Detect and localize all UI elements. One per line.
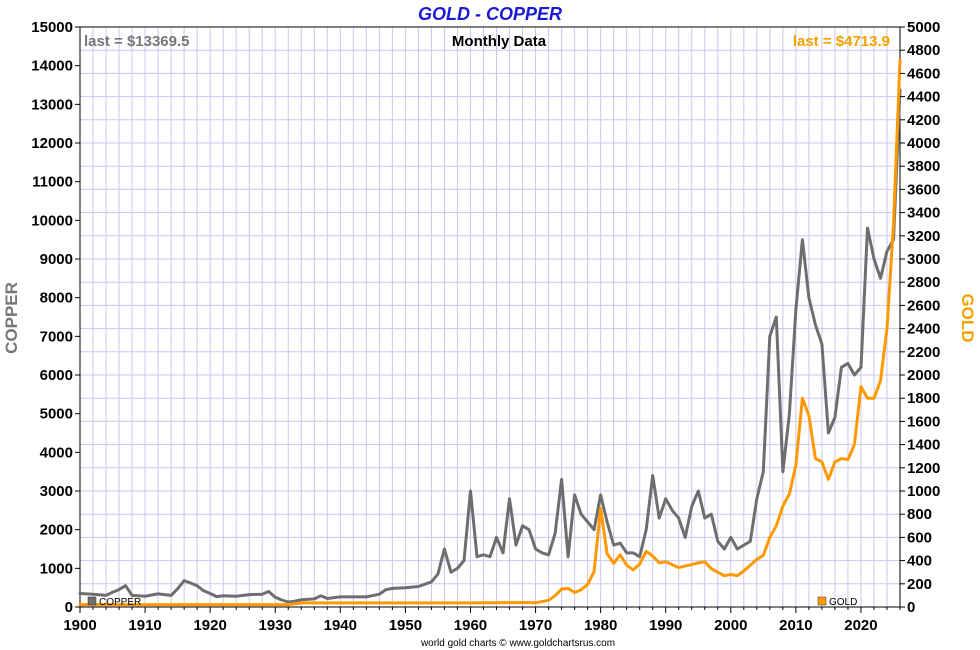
left-axis-label: COPPER — [2, 282, 21, 354]
right-tick-label: 2800 — [907, 274, 940, 291]
left-tick-label: 12000 — [31, 135, 73, 152]
chart-subtitle: Monthly Data — [452, 33, 547, 50]
left-tick-label: 15000 — [31, 19, 73, 36]
right-tick-label: 4800 — [907, 42, 940, 59]
right-tick-label: 1200 — [907, 460, 940, 477]
plot-frame — [79, 26, 901, 608]
x-tick-label: 1930 — [259, 617, 292, 634]
right-tick-label: 3000 — [907, 251, 940, 268]
left-tick-label: 14000 — [31, 58, 73, 75]
left-axis-ticks: 0 1000 2000 3000 4000 5000 6000 7000 8000 9000 100… — [31, 19, 80, 616]
series-line-gold — [78, 58, 902, 607]
x-tick-label: 1960 — [454, 617, 487, 634]
left-tick-label: 1000 — [40, 560, 73, 577]
legend-copper: COPPER — [87, 596, 141, 608]
series-line-copper — [78, 88, 902, 604]
left-tick-label: 3000 — [40, 483, 73, 500]
left-tick-label: 8000 — [40, 290, 73, 307]
right-tick-label: 200 — [907, 576, 932, 593]
left-tick-label: 2000 — [40, 522, 73, 539]
x-tick-label: 1970 — [519, 617, 552, 634]
x-axis-ticks: 1900 1910 1920 1930 1940 1950 1960 1970 1980 1990… — [63, 607, 901, 634]
left-tick-label: 11000 — [32, 174, 73, 191]
right-tick-label: 1000 — [907, 483, 940, 500]
left-tick-label: 13000 — [31, 96, 73, 113]
x-tick-label: 1910 — [128, 617, 161, 634]
legend-copper-label: COPPER — [99, 597, 141, 608]
x-tick-label: 1920 — [193, 617, 226, 634]
right-tick-label: 3200 — [907, 228, 940, 245]
right-axis-label: GOLD — [958, 293, 977, 342]
x-tick-label: 1950 — [389, 617, 422, 634]
x-tick-label: 2020 — [844, 617, 877, 634]
left-tick-label: 7000 — [40, 328, 73, 345]
x-tick-label: 1900 — [63, 617, 96, 634]
series-layer — [78, 58, 902, 607]
x-tick-label: 1980 — [584, 617, 617, 634]
gold-last-value: last = $4713.9 — [793, 33, 890, 50]
right-tick-label: 0 — [907, 599, 915, 616]
right-axis-ticks: 0 200 400 600 800 1000 1200 1400 1600 1800 2000 220… — [900, 19, 940, 616]
right-tick-label: 4200 — [907, 112, 940, 129]
right-tick-label: 3600 — [907, 181, 940, 198]
right-tick-label: 2600 — [907, 297, 940, 314]
copper-last-value: last = $13369.5 — [84, 33, 190, 50]
right-tick-label: 5000 — [907, 19, 940, 36]
left-tick-label: 9000 — [40, 251, 73, 268]
right-tick-label: 800 — [907, 506, 932, 523]
x-tick-label: 1990 — [649, 617, 682, 634]
left-tick-label: 10000 — [31, 212, 73, 229]
right-tick-label: 4600 — [907, 65, 940, 82]
x-tick-label: 2010 — [779, 617, 812, 634]
right-tick-label: 4400 — [907, 89, 940, 106]
legend-gold-label: GOLD — [829, 597, 857, 608]
x-tick-label: 1940 — [324, 617, 357, 634]
right-tick-label: 2000 — [907, 367, 940, 384]
right-tick-label: 3400 — [907, 205, 940, 222]
right-tick-label: 2400 — [907, 321, 940, 338]
legend-gold-swatch — [817, 596, 827, 606]
right-tick-label: 400 — [907, 553, 932, 570]
chart-title: GOLD - COPPER — [418, 4, 562, 24]
right-tick-label: 3800 — [907, 158, 940, 175]
right-tick-label: 2200 — [907, 344, 940, 361]
chart-credit: world gold charts © www.goldchartsrus.co… — [420, 638, 615, 649]
left-tick-label: 4000 — [40, 444, 73, 461]
x-tick-label: 2000 — [714, 617, 747, 634]
right-tick-label: 1400 — [907, 437, 940, 454]
left-tick-label: 0 — [65, 599, 73, 616]
grid — [79, 26, 901, 608]
right-tick-label: 4000 — [907, 135, 940, 152]
right-tick-label: 1600 — [907, 413, 940, 430]
legend-gold: GOLD — [817, 596, 857, 608]
left-tick-label: 6000 — [40, 367, 73, 384]
legend-copper-swatch — [87, 596, 97, 606]
left-tick-label: 5000 — [40, 406, 73, 423]
right-tick-label: 600 — [907, 529, 932, 546]
right-tick-label: 1800 — [907, 390, 940, 407]
